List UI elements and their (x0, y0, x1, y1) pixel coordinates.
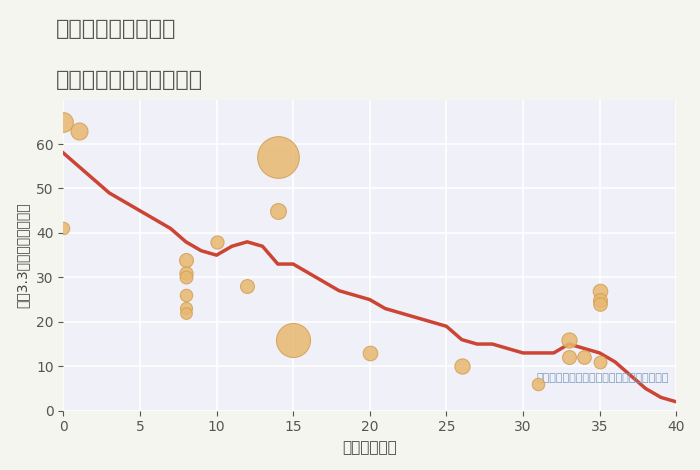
Point (181, 274, 192, 281)
Text: 福岡県嘉麻市鴨生の: 福岡県嘉麻市鴨生の (56, 19, 176, 39)
Point (73, 127, 84, 134)
Point (241, 282, 253, 290)
Point (594, 287, 606, 295)
Point (272, 154, 284, 161)
Point (288, 336, 299, 344)
Point (57, 118, 69, 125)
Point (579, 353, 590, 361)
Point (456, 362, 468, 370)
Point (594, 358, 606, 366)
X-axis label: 築年数（年）: 築年数（年） (342, 440, 397, 455)
Point (594, 296, 606, 303)
Point (272, 207, 284, 214)
Point (181, 291, 192, 299)
Text: 築年数別中古戸建て価格: 築年数別中古戸建て価格 (56, 70, 203, 91)
Point (181, 305, 192, 312)
Point (181, 256, 192, 263)
Point (181, 269, 192, 277)
Point (564, 353, 575, 361)
Point (594, 300, 606, 308)
Y-axis label: 坪（3.3㎡）単価（万円）: 坪（3.3㎡）単価（万円） (15, 203, 29, 308)
Point (211, 238, 222, 246)
Point (364, 349, 375, 357)
Point (57, 225, 69, 232)
Point (533, 380, 544, 388)
Point (181, 309, 192, 317)
Text: 円の大きさは、取引のあった物件面積を示す: 円の大きさは、取引のあった物件面積を示す (537, 373, 669, 383)
Point (564, 336, 575, 344)
